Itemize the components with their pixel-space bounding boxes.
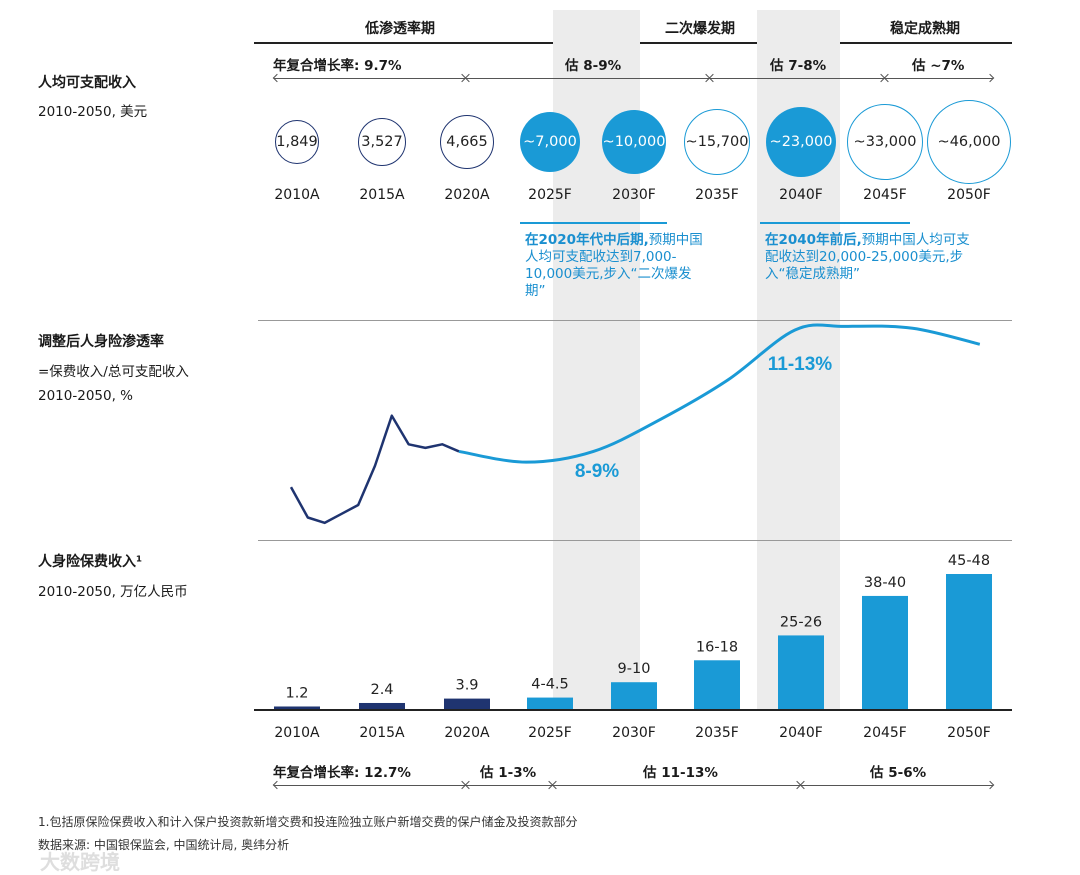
bar [862, 595, 908, 710]
bar [611, 682, 657, 710]
phase-divider [254, 42, 553, 44]
phase-label: 低渗透率期 [365, 21, 435, 37]
bar-value-label: 2.4 [370, 682, 393, 698]
note-text: 预期中国人均可支配收达到20,000-25,000美元,步入“稳定成熟期” [765, 232, 970, 282]
bar-year-label: 2020A [444, 725, 490, 741]
section-divider [258, 540, 1012, 541]
range-arrow [885, 78, 993, 79]
range-arrow [274, 78, 465, 79]
income-circle: ~10,000 [602, 110, 666, 174]
bar-value-label: 38-40 [864, 575, 906, 591]
annotation-8-9: 8-9% [575, 461, 619, 482]
bar-value-label: 4-4.5 [531, 677, 569, 693]
bar-value-label: 9-10 [618, 661, 651, 677]
year-label: 2050F [947, 187, 991, 203]
bar [778, 635, 824, 710]
footnote: 1.包括原保险保费收入和计入保户投资款新增交费和投连险独立账户新增交费的保户储金… [38, 815, 578, 829]
premium-rate: 估 1-3% [480, 765, 537, 781]
range-arrow [553, 785, 800, 786]
source: 数据来源: 中国银保监会, 中国统计局, 奥纬分析 [38, 838, 290, 852]
income-rate: 估 7-8% [770, 58, 827, 74]
income-circle: ~33,000 [847, 104, 923, 180]
range-arrow [466, 785, 552, 786]
premium-rate: 估 5-6% [870, 765, 927, 781]
phase-label: 稳定成熟期 [890, 21, 960, 37]
bar [359, 702, 405, 710]
bar-year-label: 2015A [359, 725, 405, 741]
premium-rate: 估 11-13% [643, 765, 718, 781]
bar-year-label: 2050F [947, 725, 991, 741]
note-rule [760, 222, 910, 224]
bar-value-label: 3.9 [455, 678, 478, 694]
phase-divider [640, 42, 757, 44]
note-bold: 在2040年前后, [765, 232, 862, 248]
bar-year-label: 2010A [274, 725, 320, 741]
note-text: 预期中国人均可支配收达到7,000-10,000美元,步入“二次爆发期” [525, 232, 703, 299]
income-circle: ~7,000 [520, 112, 580, 172]
bar [946, 574, 992, 710]
income-circle: 4,665 [440, 115, 494, 169]
bar-year-label: 2040F [779, 725, 823, 741]
premium-subtitle: 2010-2050, 万亿人民币 [38, 584, 188, 600]
section-divider [258, 320, 1012, 321]
penetration-title: 调整后人身险渗透率 [38, 334, 164, 350]
year-label: 2040F [779, 187, 823, 203]
income-circle: 1,849 [275, 120, 319, 164]
income-rate: 估 ~7% [912, 58, 965, 74]
premium-rate: 年复合增长率: 12.7% [273, 765, 411, 781]
bar [694, 660, 740, 710]
income-rate: 年复合增长率: 9.7% [273, 58, 402, 74]
range-arrow [466, 78, 709, 79]
note-rule [520, 222, 667, 224]
year-label: 2015A [359, 187, 405, 203]
phase-divider [840, 42, 1012, 44]
income-subtitle: 2010-2050, 美元 [38, 104, 148, 120]
income-circle: ~15,700 [684, 109, 750, 175]
bar [444, 698, 490, 710]
bar [527, 697, 573, 710]
range-arrow [274, 785, 465, 786]
bar [274, 706, 320, 710]
watermark: 大数跨境 [40, 850, 120, 874]
year-label: 2045F [863, 187, 907, 203]
penetration-formula: =保费收入/总可支配收入 [38, 364, 189, 380]
note-bold: 在2020年代中后期, [525, 232, 649, 248]
range-arrow [710, 78, 884, 79]
income-circle: ~23,000 [766, 107, 836, 177]
annotation-11-13: 11-13% [768, 354, 833, 375]
income-title: 人均可支配收入 [38, 75, 136, 91]
income-rate: 估 8-9% [565, 58, 622, 74]
income-circle: ~46,000 [927, 100, 1011, 184]
phase-label: 二次爆发期 [665, 21, 735, 37]
bar-value-label: 25-26 [780, 614, 822, 630]
bar-year-label: 2030F [612, 725, 656, 741]
line-series-forecast [458, 323, 981, 464]
line-series-actual [289, 414, 460, 525]
bar-year-label: 2025F [528, 725, 572, 741]
bar-value-label: 45-48 [948, 553, 990, 569]
penetration-subtitle: 2010-2050, % [38, 388, 133, 404]
premium-title: 人身险保费收入¹ [38, 554, 143, 570]
note-2040: 在2040年前后,预期中国人均可支配收达到20,000-25,000美元,步入“… [765, 232, 980, 283]
year-label: 2030F [612, 187, 656, 203]
income-circle: 3,527 [358, 118, 406, 166]
bar-value-label: 16-18 [696, 639, 738, 655]
bar-year-label: 2045F [863, 725, 907, 741]
bar-value-label: 1.2 [285, 685, 308, 701]
year-label: 2035F [695, 187, 739, 203]
year-label: 2025F [528, 187, 572, 203]
year-label: 2020A [444, 187, 490, 203]
range-arrow [801, 785, 993, 786]
bar-year-label: 2035F [695, 725, 739, 741]
note-2025: 在2020年代中后期,预期中国人均可支配收达到7,000-10,000美元,步入… [525, 232, 710, 300]
year-label: 2010A [274, 187, 320, 203]
